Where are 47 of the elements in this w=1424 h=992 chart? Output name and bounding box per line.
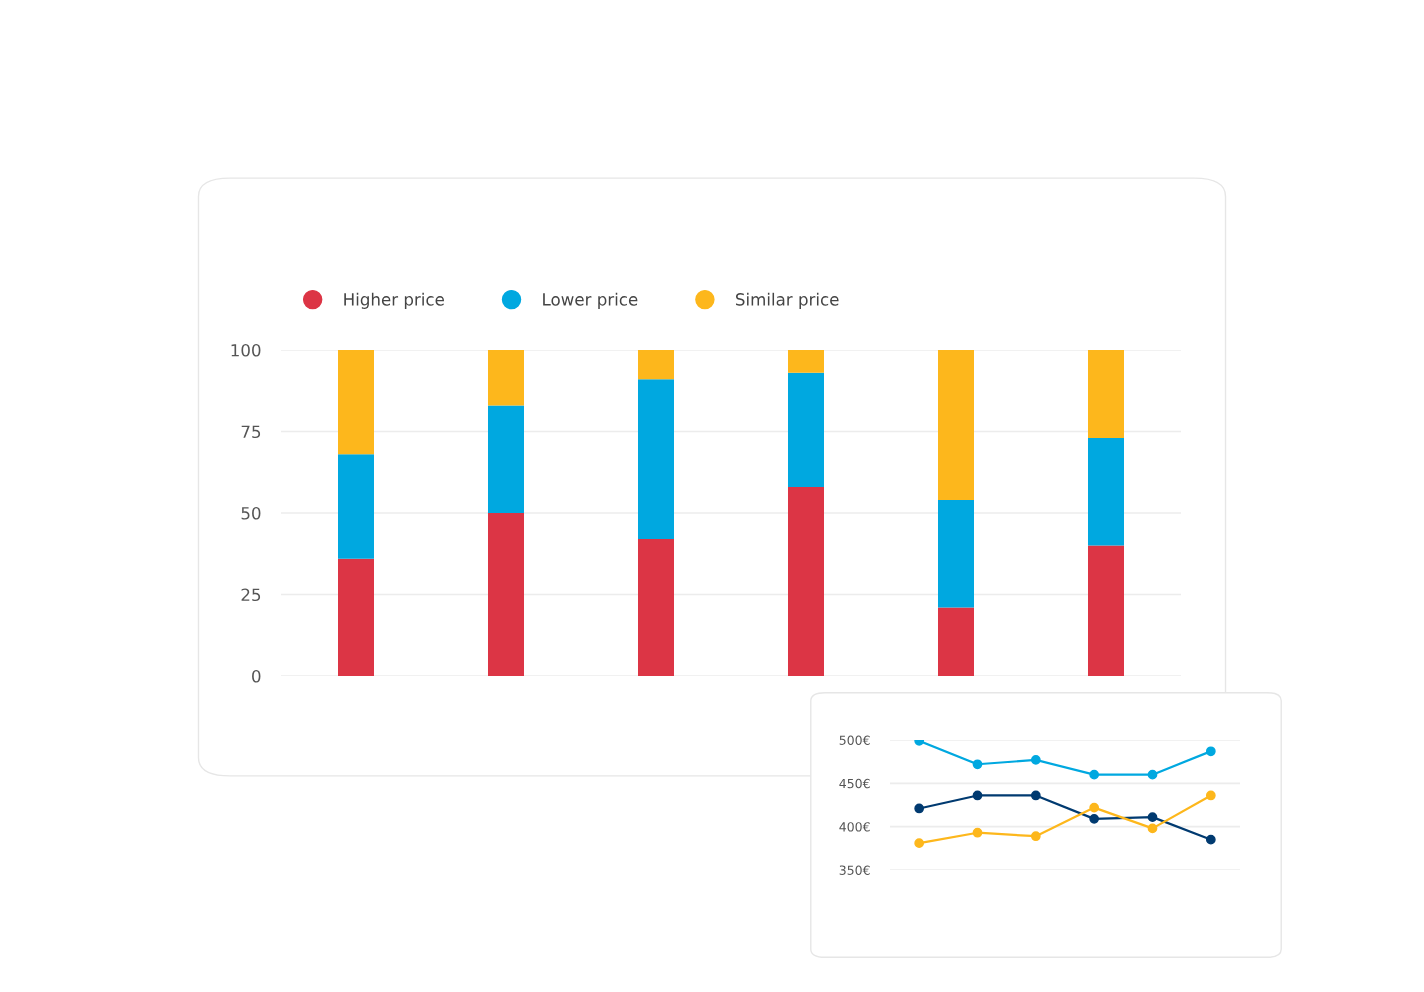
bar (638, 539, 674, 676)
bar (338, 454, 374, 559)
point (1205, 834, 1216, 845)
point (1089, 814, 1100, 824)
bar (638, 379, 674, 540)
bar (938, 607, 974, 676)
point (1030, 790, 1041, 801)
bar (788, 486, 824, 676)
bar (788, 350, 824, 373)
y-tick-label: 0 (252, 669, 261, 683)
point (1089, 769, 1100, 780)
point (1089, 802, 1100, 813)
point (914, 838, 925, 848)
y-tick-label: 450€ (839, 778, 870, 789)
point (972, 790, 983, 801)
point (1030, 831, 1041, 842)
legend-label: Higher price (344, 292, 444, 309)
legend-label: Similar price (736, 292, 839, 309)
point (972, 827, 983, 838)
point (914, 803, 925, 814)
bar (638, 350, 674, 380)
point (1147, 769, 1158, 780)
y-tick-label: 500€ (839, 735, 870, 745)
bar (488, 350, 524, 406)
bar (938, 499, 974, 608)
bar (1088, 350, 1124, 439)
y-tick-label: 100 (231, 343, 261, 357)
y-tick-label: 75 (241, 425, 261, 439)
point (1030, 755, 1041, 765)
bar (938, 350, 974, 500)
point (972, 759, 983, 770)
bar (1088, 438, 1124, 546)
legend-label: Lower price (543, 292, 638, 309)
bar (338, 350, 374, 455)
point (1205, 746, 1216, 757)
y-tick-label: 50 (241, 506, 261, 520)
y-tick-label: 25 (241, 588, 261, 602)
bar (788, 372, 824, 487)
bar (1088, 545, 1124, 676)
y-tick-label: 400€ (839, 822, 870, 832)
point (1147, 823, 1158, 834)
point (1147, 812, 1158, 822)
bar (488, 405, 524, 513)
bar (488, 513, 524, 676)
y-tick-label: 350€ (839, 865, 870, 875)
bar (338, 558, 374, 676)
point (1205, 790, 1216, 801)
